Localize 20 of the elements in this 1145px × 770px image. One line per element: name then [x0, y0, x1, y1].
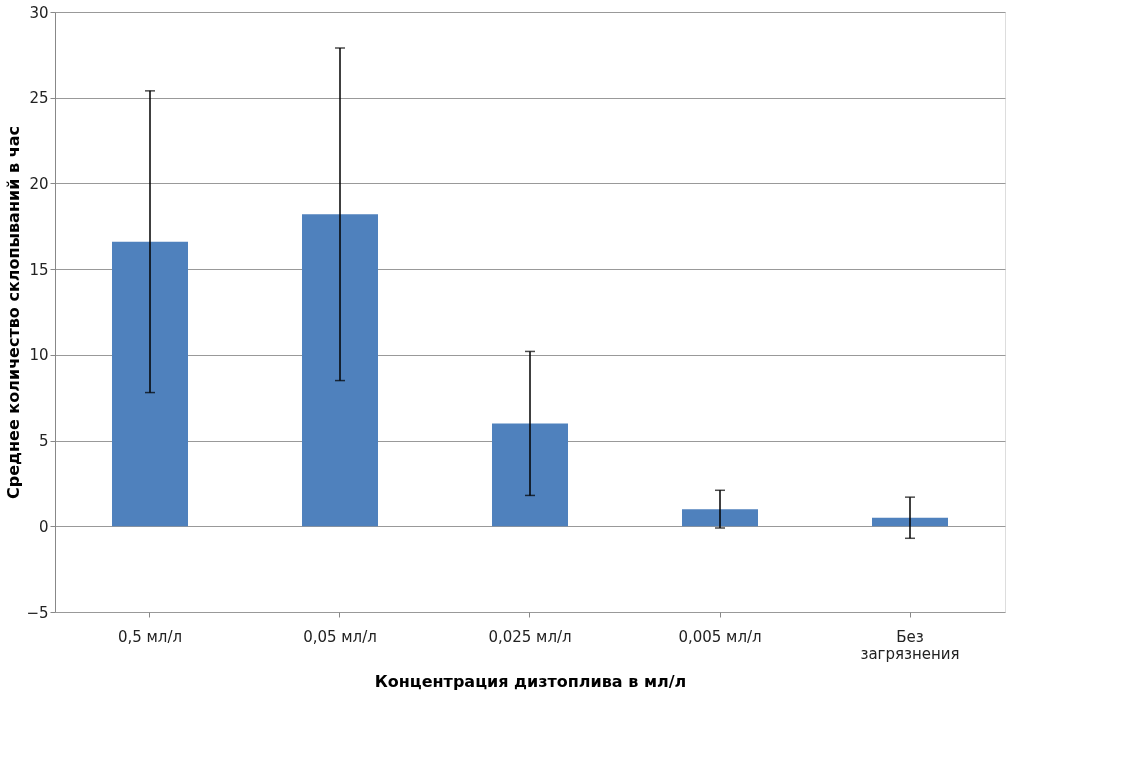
x-tick-label: Без загрязнения: [860, 627, 960, 663]
x-tick-label: 0,005 мл/л: [678, 627, 762, 646]
y-tick-label: 15: [29, 260, 49, 279]
x-tick-label: 0,5 мл/л: [117, 627, 183, 646]
y-tick-label: 30: [29, 3, 49, 22]
y-tick-label: 0: [38, 517, 49, 536]
y-tick-label: 5: [38, 432, 49, 451]
x-tick-label: 0,05 мл/л: [303, 627, 377, 646]
y-tick-label: 20: [29, 174, 49, 193]
y-axis-title: Среднее количество склопываний в час: [4, 126, 24, 499]
y-tick-label: 25: [29, 89, 49, 108]
bar: [682, 509, 758, 527]
bar: [302, 214, 378, 527]
y-tick-label: −5: [26, 603, 49, 622]
x-tick-label: 0,025 мл/л: [488, 627, 572, 646]
bar: [492, 423, 568, 527]
bar: [112, 241, 188, 527]
bar: [872, 517, 948, 527]
y-tick-label: 10: [29, 346, 49, 365]
x-axis-title: Концентрация дизтоплива в мл/л: [374, 671, 687, 691]
